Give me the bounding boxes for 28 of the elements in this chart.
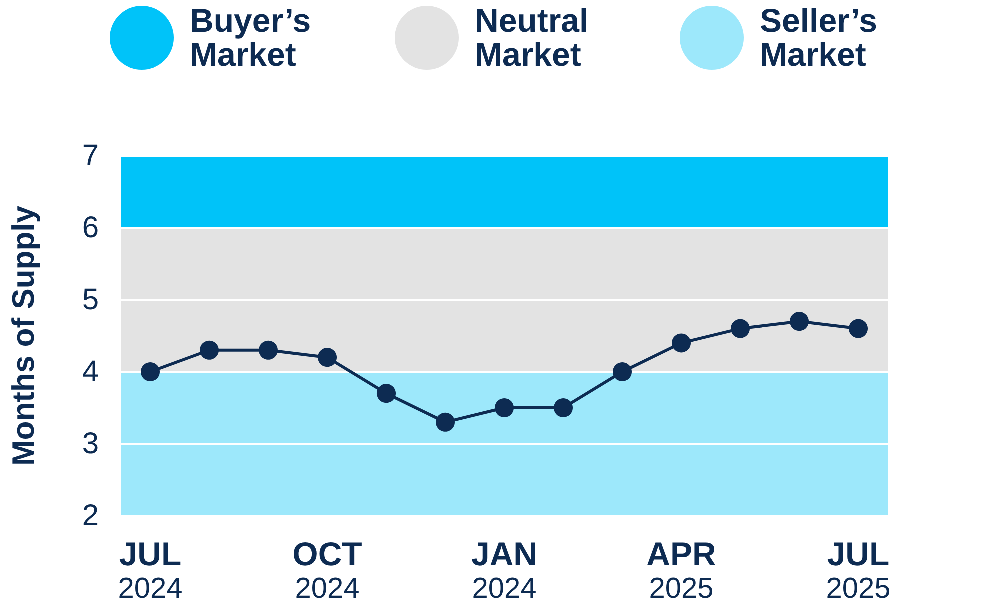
x-tick-label: JAN 2024 bbox=[471, 536, 538, 604]
point bbox=[259, 340, 278, 360]
point bbox=[672, 334, 691, 353]
point bbox=[141, 362, 160, 382]
point bbox=[200, 340, 219, 360]
point bbox=[554, 398, 573, 418]
y-tick-label: 6 bbox=[82, 212, 99, 244]
point bbox=[731, 319, 750, 338]
point bbox=[613, 362, 632, 382]
legend-label: Buyer’s Market bbox=[190, 2, 312, 72]
y-tick-label: 5 bbox=[82, 284, 99, 316]
point bbox=[790, 312, 809, 332]
point bbox=[436, 412, 455, 432]
x-tick-label: JUL 2024 bbox=[118, 536, 183, 604]
y-tick-label: 2 bbox=[82, 500, 99, 532]
point bbox=[849, 319, 868, 338]
point bbox=[495, 398, 514, 418]
y-tick-label: 3 bbox=[82, 428, 99, 460]
legend-label: Neutral Market bbox=[475, 2, 590, 72]
legend-label: Seller’s Market bbox=[760, 2, 878, 72]
point bbox=[318, 348, 337, 368]
point bbox=[377, 384, 396, 404]
y-tick-label: 4 bbox=[82, 356, 99, 388]
y-tick-label: 7 bbox=[82, 140, 99, 172]
x-tick-label: OCT 2024 bbox=[292, 536, 362, 604]
y-axis-title: Months of Supply bbox=[6, 205, 41, 466]
x-tick-label: APR 2025 bbox=[646, 536, 716, 604]
x-tick-label: JUL 2025 bbox=[826, 536, 891, 604]
